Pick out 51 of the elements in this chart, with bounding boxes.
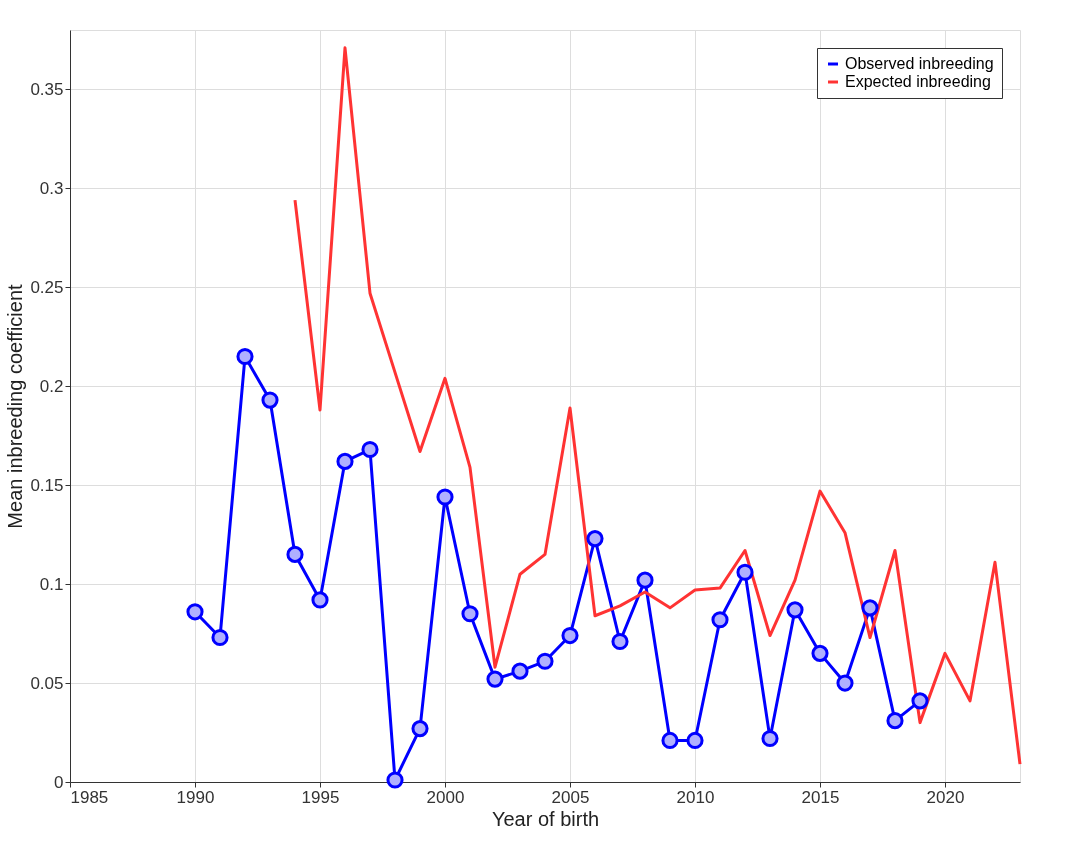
y-axis-title: Mean inbreeding coefficient bbox=[4, 283, 27, 529]
x-tick-label: 2000 bbox=[426, 787, 465, 807]
point bbox=[436, 488, 454, 506]
point bbox=[686, 731, 704, 749]
x-tick-label: 2015 bbox=[801, 787, 840, 807]
point bbox=[511, 662, 529, 680]
x-tick-label: 1985 bbox=[70, 787, 109, 807]
point bbox=[811, 644, 829, 662]
point bbox=[786, 601, 804, 619]
y-tick-label: 0.35 bbox=[30, 79, 64, 99]
line-series bbox=[293, 46, 1022, 766]
point bbox=[911, 692, 929, 710]
point bbox=[586, 530, 604, 548]
point bbox=[386, 771, 404, 789]
x-tick-label: 2010 bbox=[676, 787, 715, 807]
point bbox=[861, 599, 879, 617]
point bbox=[361, 440, 379, 459]
x-axis-title: Year of birth bbox=[491, 807, 600, 830]
point bbox=[261, 391, 279, 409]
y-tick-label: 0 bbox=[54, 772, 64, 792]
point bbox=[736, 563, 754, 581]
y-tick-label: 0.2 bbox=[39, 376, 64, 396]
y-tick-label: 0.25 bbox=[30, 277, 64, 297]
x-tick-label: 2005 bbox=[551, 787, 590, 807]
y-tick-label: 0.15 bbox=[30, 475, 64, 495]
point bbox=[761, 729, 779, 748]
point bbox=[536, 652, 554, 670]
x-tick-label: 1995 bbox=[301, 787, 340, 807]
y-tick-label: 0.3 bbox=[39, 178, 64, 198]
point bbox=[461, 605, 479, 623]
point bbox=[311, 591, 329, 609]
point bbox=[486, 670, 504, 688]
point bbox=[186, 603, 204, 621]
x-tick-label: 2020 bbox=[926, 787, 965, 807]
point bbox=[836, 674, 854, 692]
point bbox=[336, 452, 354, 470]
point bbox=[211, 628, 229, 647]
point bbox=[611, 632, 629, 651]
legend-label: Observed inbreeding bbox=[845, 55, 994, 72]
point bbox=[711, 611, 729, 629]
point bbox=[286, 545, 304, 563]
point bbox=[236, 347, 254, 366]
legend-label: Expected inbreeding bbox=[845, 73, 991, 90]
point bbox=[886, 712, 904, 730]
point bbox=[561, 627, 579, 645]
y-tick-label: 0.1 bbox=[39, 574, 64, 594]
point bbox=[411, 720, 429, 738]
y-tick-label: 0.05 bbox=[30, 673, 64, 693]
x-tick-label: 1990 bbox=[176, 787, 215, 807]
point bbox=[661, 731, 679, 749]
point bbox=[636, 571, 654, 589]
